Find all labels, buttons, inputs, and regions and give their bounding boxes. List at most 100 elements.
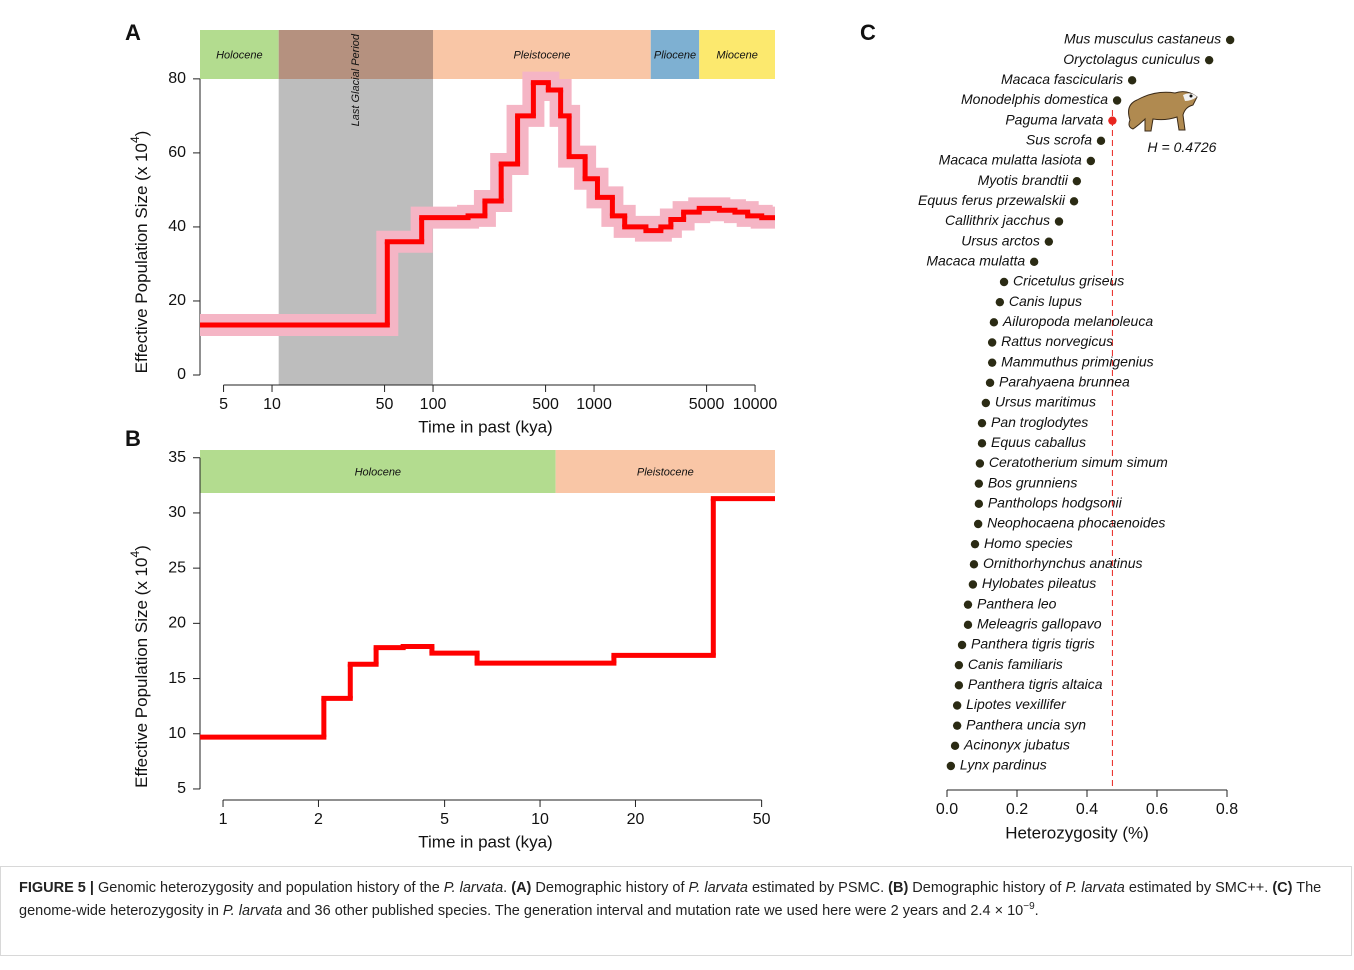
period-label: Pliocene: [654, 49, 696, 61]
x-tick-label: 100: [420, 396, 447, 413]
reference-symbol: H: [1147, 139, 1158, 155]
species-label: Canis familiaris: [968, 656, 1063, 672]
species-label: Equus caballus: [991, 434, 1086, 450]
caption-run: (C): [1272, 880, 1292, 896]
dot: [975, 479, 983, 487]
x-tick-label: 10: [531, 811, 549, 828]
x-tick-label: 0.4: [1076, 801, 1098, 818]
dot: [978, 419, 986, 427]
dot: [1055, 217, 1063, 225]
y-tick-label: 20: [168, 615, 186, 632]
species-label: Lipotes vexillifer: [966, 696, 1067, 712]
dot: [971, 540, 979, 548]
dot: [964, 600, 972, 608]
shade-label: Last Glacial Period: [350, 33, 362, 126]
species-label: Neophocaena phocaenoides: [987, 515, 1165, 531]
species-label: Ursus maritimus: [995, 394, 1096, 410]
species-label: Canis lupus: [1009, 293, 1082, 309]
dot: [964, 621, 972, 629]
caption-run: −9: [1023, 901, 1034, 912]
x-tick-label: 0.0: [936, 801, 958, 818]
period-label: Miocene: [716, 49, 758, 61]
species-label: Meleagris gallopavo: [977, 616, 1102, 632]
species-label: Panthera tigris tigris: [971, 636, 1095, 652]
figure: A Holocene Pleistocene Pliocene Miocene Last …: [0, 0, 1354, 866]
x-tick-label: 5: [219, 396, 228, 413]
caption: FIGURE 5 | Genomic heterozygosity and po…: [0, 866, 1352, 956]
x-tick-label: 5: [440, 811, 449, 828]
dot: [1045, 237, 1053, 245]
y-axis-title-text: Effective Population Size (x 10: [132, 143, 151, 373]
species-label: Sus scrofa: [1026, 132, 1092, 148]
dot: [955, 681, 963, 689]
x-tick-label: 0.8: [1216, 801, 1238, 818]
species-label: Acinonyx jubatus: [963, 737, 1070, 753]
dot: [1073, 177, 1081, 185]
dot: [1097, 137, 1105, 145]
panel-label: A: [125, 20, 141, 45]
species-label: Equus ferus przewalskii: [918, 192, 1066, 208]
species-label: Monodelphis domestica: [961, 91, 1108, 107]
species-label: Macaca mulatta lasiota: [939, 152, 1082, 168]
x-tick-label: 500: [532, 396, 559, 413]
caption-run: .: [1035, 903, 1039, 919]
dot: [1070, 197, 1078, 205]
dot: [958, 641, 966, 649]
caption-run: and 36 other published species. The gene…: [282, 903, 1023, 919]
dot: [974, 520, 982, 528]
species-label: Parahyaena brunnea: [999, 374, 1130, 390]
x-tick-label: 0.2: [1006, 801, 1028, 818]
y-axis-title: Effective Population Size (x 104): [128, 545, 151, 788]
x-tick-label: 20: [627, 811, 645, 828]
panel-label: B: [125, 426, 141, 451]
x-tick-label: 5000: [689, 396, 725, 413]
dot: [1205, 56, 1213, 64]
y-tick-label: 5: [177, 780, 186, 797]
dot: [978, 439, 986, 447]
dot: [953, 721, 961, 729]
species-label: Macaca fascicularis: [1001, 71, 1123, 87]
species-label: Cricetulus griseus: [1013, 273, 1124, 289]
y-tick-label: 20: [168, 292, 186, 309]
dot: [982, 399, 990, 407]
y-axis-title-end: ): [132, 131, 151, 137]
species-label: Mammuthus primigenius: [1001, 353, 1154, 369]
period-label: Pleistocene: [513, 49, 570, 61]
caption-run: Demographic history of: [531, 880, 688, 896]
caption-run: (A): [511, 880, 531, 896]
dot: [1128, 76, 1136, 84]
caption-run: P. larvata: [1065, 880, 1124, 896]
caption-run: P. larvata: [444, 880, 503, 896]
caption-run: estimated by SMC++.: [1125, 880, 1272, 896]
x-tick-label: 50: [376, 396, 394, 413]
y-tick-label: 10: [168, 725, 186, 742]
dot: [976, 459, 984, 467]
dot: [947, 762, 955, 770]
y-tick-label: 80: [168, 70, 186, 87]
y-tick-label: 15: [168, 670, 186, 687]
panel-label: C: [860, 20, 876, 45]
dot: [990, 318, 998, 326]
dot: [970, 560, 978, 568]
caption-run: (B): [888, 880, 908, 896]
species-label: Lynx pardinus: [960, 757, 1047, 773]
species-label: Macaca mulatta: [926, 253, 1025, 269]
species-label: Panthera leo: [977, 595, 1057, 611]
species-label: Panthera uncia syn: [966, 716, 1086, 732]
dot: [1087, 157, 1095, 165]
x-axis-title: Time in past (kya): [418, 832, 552, 851]
y-axis-title-text: Effective Population Size (x 10: [132, 558, 151, 788]
species-label: Ailuropoda melanoleuca: [1002, 313, 1153, 329]
species-label: Homo species: [984, 535, 1073, 551]
species-label: Rattus norvegicus: [1001, 333, 1113, 349]
period-label: Holocene: [216, 49, 262, 61]
dot: [988, 358, 996, 366]
x-axis-title: Time in past (kya): [418, 417, 552, 436]
y-axis-title-end: ): [132, 545, 151, 551]
x-tick-label: 1000: [576, 396, 612, 413]
dot: [1113, 96, 1121, 104]
y-tick-label: 40: [168, 218, 186, 235]
species-label: Ornithorhynchus anatinus: [983, 555, 1143, 571]
page: A Holocene Pleistocene Pliocene Miocene Last …: [0, 0, 1354, 970]
x-tick-label: 10: [263, 396, 281, 413]
